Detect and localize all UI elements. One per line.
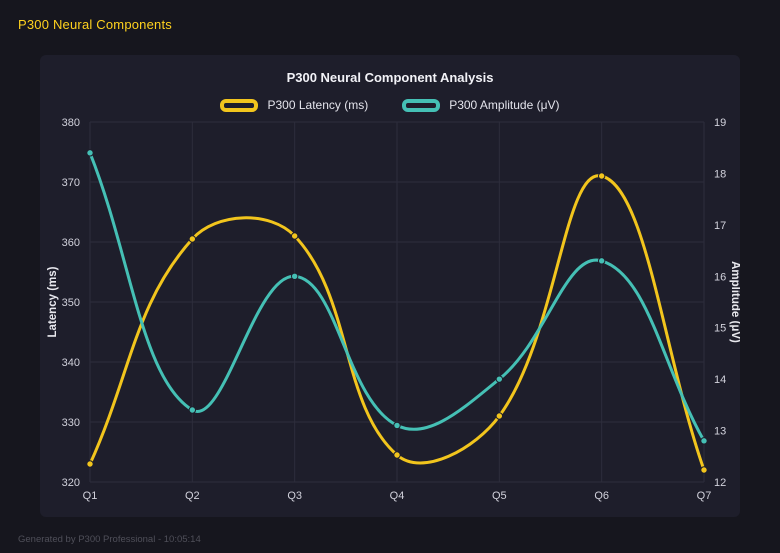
data-point bbox=[700, 437, 708, 445]
x-tick-label: Q4 bbox=[390, 490, 405, 502]
data-point bbox=[393, 451, 401, 459]
data-point bbox=[86, 149, 94, 157]
data-point bbox=[495, 375, 504, 383]
right-y-tick-label: 13 bbox=[714, 426, 726, 438]
latency-line-swatch-icon bbox=[220, 98, 259, 112]
left-y-tick-label: 350 bbox=[62, 297, 80, 309]
left-y-tick-label: 320 bbox=[62, 477, 80, 489]
left-axis-title: Latency (ms) bbox=[47, 266, 59, 337]
data-point bbox=[700, 466, 708, 474]
data-point bbox=[188, 235, 197, 243]
right-axis-title: Amplitude (μV) bbox=[729, 261, 740, 343]
legend-item-amplitude[interactable]: P300 Amplitude (μV) bbox=[402, 98, 560, 112]
legend-label-amplitude: P300 Amplitude (μV) bbox=[449, 98, 560, 112]
footer-status: Generated by P300 Professional - 10:05:1… bbox=[18, 534, 201, 545]
left-y-tick-label: 340 bbox=[62, 357, 80, 369]
data-point bbox=[290, 232, 299, 240]
x-tick-label: Q5 bbox=[492, 490, 507, 502]
right-y-tick-label: 16 bbox=[714, 271, 726, 283]
left-y-tick-label: 380 bbox=[62, 117, 80, 129]
left-y-tick-label: 330 bbox=[62, 417, 80, 429]
chart-panel: P300 Neural Component Analysis P300 Late… bbox=[40, 55, 740, 517]
right-y-tick-label: 19 bbox=[714, 117, 726, 129]
data-point bbox=[188, 406, 197, 414]
line-chart-plot: Q1 Q2 Q3 Q4 Q5 Q6 Q7 320 330 340 350 360 370 380 12 13 1… bbox=[47, 117, 740, 502]
data-point bbox=[290, 272, 299, 280]
left-y-tick-label: 360 bbox=[62, 237, 80, 249]
chart-legend: P300 Latency (ms) P300 Amplitude (μV) bbox=[40, 98, 740, 112]
page-title: P300 Neural Components bbox=[18, 17, 172, 32]
left-y-tick-label: 370 bbox=[62, 177, 80, 189]
legend-item-latency[interactable]: P300 Latency (ms) bbox=[220, 98, 368, 112]
right-y-tick-label: 18 bbox=[714, 168, 726, 180]
x-tick-label: Q3 bbox=[287, 490, 302, 502]
right-y-tick-label: 15 bbox=[714, 323, 726, 335]
right-y-tick-label: 17 bbox=[714, 220, 726, 232]
data-point bbox=[86, 460, 94, 468]
x-tick-label: Q7 bbox=[697, 490, 712, 502]
chart-title: P300 Neural Component Analysis bbox=[286, 70, 494, 85]
x-tick-label: Q2 bbox=[185, 490, 200, 502]
right-y-tick-label: 14 bbox=[714, 374, 726, 386]
data-point bbox=[597, 172, 606, 180]
right-y-tick-label: 12 bbox=[714, 477, 726, 489]
x-tick-label: Q6 bbox=[594, 490, 609, 502]
legend-label-latency: P300 Latency (ms) bbox=[267, 98, 369, 112]
data-point bbox=[495, 412, 504, 420]
x-tick-label: Q1 bbox=[83, 490, 98, 502]
data-point bbox=[597, 257, 606, 265]
data-point bbox=[393, 421, 401, 430]
amplitude-line-swatch-icon bbox=[402, 98, 441, 112]
